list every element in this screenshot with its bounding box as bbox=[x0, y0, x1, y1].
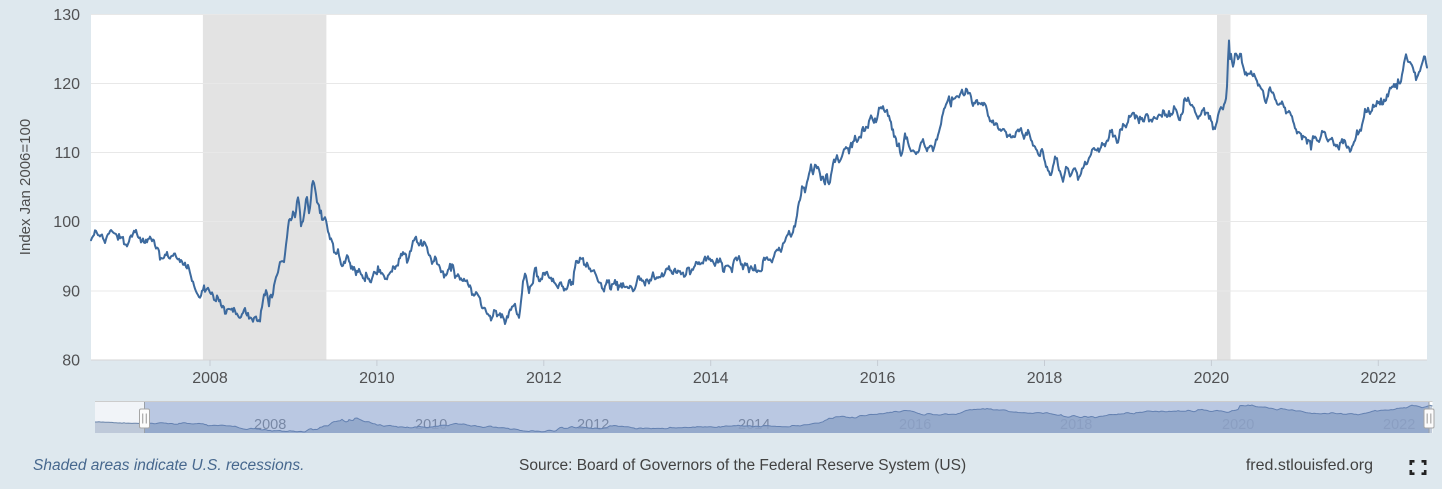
svg-text:2012: 2012 bbox=[526, 370, 562, 387]
svg-text:90: 90 bbox=[62, 284, 80, 301]
svg-text:Index Jan 2006=100: Index Jan 2006=100 bbox=[17, 119, 34, 255]
svg-text:2014: 2014 bbox=[693, 370, 729, 387]
svg-text:2008: 2008 bbox=[254, 417, 286, 433]
svg-text:100: 100 bbox=[53, 214, 80, 231]
svg-text:120: 120 bbox=[53, 76, 80, 93]
svg-text:110: 110 bbox=[54, 145, 80, 162]
svg-text:2022: 2022 bbox=[1361, 370, 1397, 387]
svg-text:80: 80 bbox=[62, 353, 80, 370]
svg-text:2018: 2018 bbox=[1027, 370, 1063, 387]
svg-text:Source: Board of Governors of: Source: Board of Governors of the Federa… bbox=[519, 457, 966, 474]
svg-text:2010: 2010 bbox=[359, 370, 395, 387]
svg-text:130: 130 bbox=[53, 7, 80, 24]
svg-text:2020: 2020 bbox=[1194, 370, 1230, 387]
svg-text:2016: 2016 bbox=[860, 370, 896, 387]
svg-text:Shaded areas indicate U.S. rec: Shaded areas indicate U.S. recessions. bbox=[33, 457, 304, 474]
svg-text:fred.stlouisfed.org: fred.stlouisfed.org bbox=[1246, 457, 1373, 474]
svg-text:2008: 2008 bbox=[192, 370, 228, 387]
